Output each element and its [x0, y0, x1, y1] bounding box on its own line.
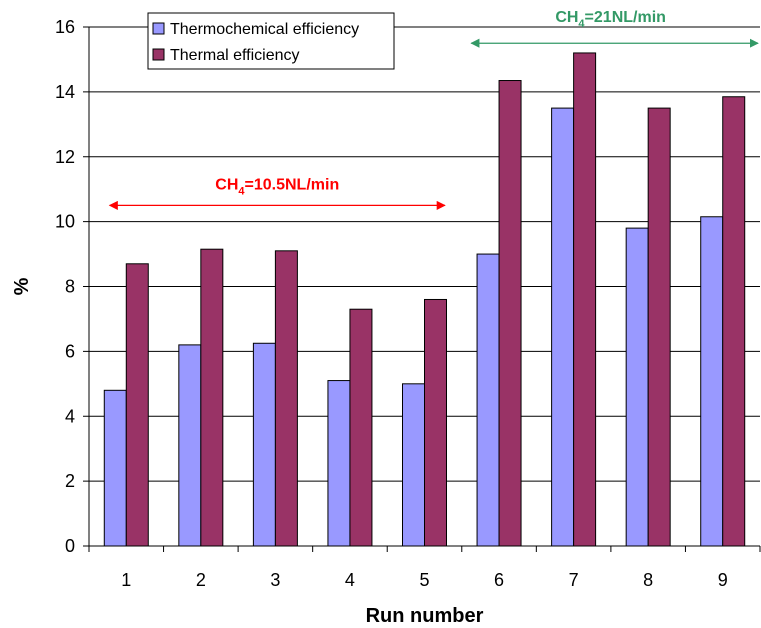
y-tick-label: 8 [65, 277, 75, 297]
legend-label: Thermal efficiency [170, 47, 300, 64]
y-tick-label: 10 [55, 212, 75, 232]
legend-label: Thermochemical efficiency [170, 21, 359, 38]
legend-swatch [152, 48, 165, 61]
bar-thermal-run-8 [647, 107, 671, 547]
bar-thermochemical-run-5 [402, 383, 425, 547]
bar-thermochemical-run-2 [178, 344, 202, 547]
y-tick-label: 0 [65, 536, 75, 556]
y-tick-label: 12 [55, 147, 75, 167]
legend: Thermochemical efficiency Thermal efficie… [147, 12, 395, 70]
bar-thermochemical-run-8 [625, 227, 649, 547]
bar-thermochemical-run-9 [700, 216, 724, 547]
bar-thermal-run-4 [349, 308, 373, 547]
x-tick-label: 3 [270, 570, 280, 590]
bar-thermochemical-run-3 [252, 342, 276, 547]
bar-thermochemical-run-4 [327, 380, 351, 547]
x-axis-title: Run number [366, 605, 484, 627]
annotations: CH4=10.5NL/min CH4=21NL/min [108, 9, 759, 210]
y-axis-title: % [11, 277, 33, 295]
annotation-label: CH4=21NL/min [555, 9, 666, 30]
y-tick-label: 4 [65, 406, 75, 426]
bar-thermal-run-5 [424, 298, 447, 547]
x-tick-label: 1 [121, 570, 131, 590]
y-tick-label: 14 [55, 82, 75, 102]
x-tick-label: 7 [569, 570, 579, 590]
legend-swatch [152, 22, 165, 35]
x-tick-label: 6 [494, 570, 504, 590]
bar-thermal-run-6 [498, 80, 522, 547]
bar-thermochemical-run-1 [103, 389, 127, 547]
x-tick-label: 4 [345, 570, 355, 590]
bar-thermal-run-3 [274, 250, 298, 547]
x-tick-label: 2 [196, 570, 206, 590]
x-tick-label: 8 [643, 570, 653, 590]
bar-thermochemical-run-6 [476, 253, 500, 547]
bars [103, 52, 746, 547]
bar-thermal-run-1 [125, 263, 149, 547]
bar-thermal-run-2 [200, 248, 224, 547]
bar-thermal-run-9 [722, 96, 746, 547]
y-tick-label: 16 [55, 17, 75, 37]
x-tick-label: 9 [718, 570, 728, 590]
y-tick-label: 6 [65, 341, 75, 361]
y-tick-label: 2 [65, 471, 75, 491]
x-tick-label: 5 [419, 570, 429, 590]
bar-thermal-run-7 [573, 52, 597, 547]
annotation-label: CH4=10.5NL/min [215, 176, 339, 197]
legend-box [147, 12, 395, 70]
axes [83, 26, 761, 552]
bar-thermochemical-run-7 [551, 107, 575, 547]
